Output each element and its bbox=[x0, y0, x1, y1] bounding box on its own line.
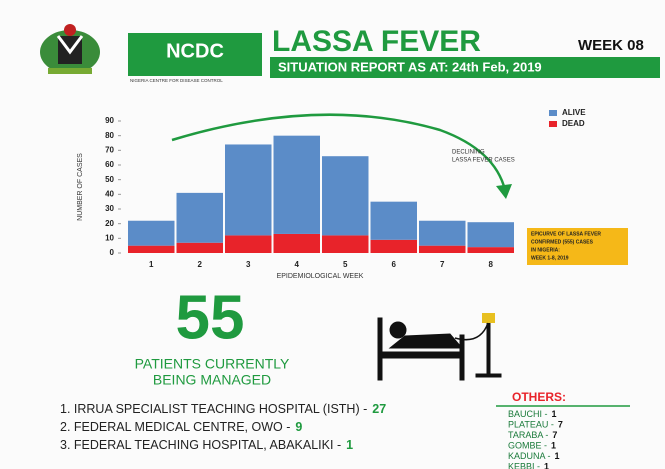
bar-segment bbox=[322, 235, 369, 253]
infographic: NCDC NIGERIA CENTRE FOR DISEASE CONTROL … bbox=[0, 0, 665, 469]
other-count: 1 bbox=[552, 409, 557, 419]
bar-segment bbox=[274, 234, 321, 253]
y-tick-label: 10 bbox=[105, 233, 114, 242]
other-name: TARABA - bbox=[508, 430, 548, 440]
subtitle: SITUATION REPORT AS AT: 24th Feb, 2019 bbox=[278, 59, 542, 74]
hospital-count: 27 bbox=[372, 402, 386, 416]
annotation: CONFIRMED (555) CASES bbox=[531, 239, 594, 245]
annotation: IN NIGERIA: bbox=[531, 247, 560, 253]
hospital-name: 3. FEDERAL TEACHING HOSPITAL, ABAKALIKI … bbox=[60, 438, 341, 452]
x-tick-label: 6 bbox=[392, 260, 397, 269]
hospital-entry: 1. IRRUA SPECIALIST TEACHING HOSPITAL (I… bbox=[60, 402, 386, 416]
x-tick-label: 2 bbox=[198, 260, 203, 269]
bar-segment bbox=[128, 246, 175, 253]
legend-swatch bbox=[549, 110, 557, 116]
x-tick-label: 4 bbox=[295, 260, 300, 269]
patient-label: PATIENTS CURRENTLY bbox=[135, 356, 290, 372]
bar-segment bbox=[468, 222, 515, 247]
other-count: 7 bbox=[552, 430, 557, 440]
other-count: 1 bbox=[551, 441, 556, 451]
annotation: DECLINING bbox=[452, 150, 485, 156]
other-count: 7 bbox=[558, 420, 563, 430]
legend-label: DEAD bbox=[562, 119, 585, 128]
x-tick-label: 1 bbox=[149, 260, 154, 269]
bar-segment bbox=[371, 240, 418, 253]
hospital-name: 2. FEDERAL MEDICAL CENTRE, OWO - bbox=[60, 420, 290, 434]
y-tick-label: 40 bbox=[105, 189, 114, 198]
agency-name: NIGERIA CENTRE FOR DISEASE CONTROL bbox=[130, 78, 223, 83]
legend-swatch bbox=[549, 121, 557, 127]
y-tick-label: 90 bbox=[105, 116, 114, 125]
x-tick-label: 3 bbox=[246, 260, 251, 269]
bar-segment bbox=[225, 235, 272, 253]
title: LASSA FEVER bbox=[272, 25, 481, 58]
other-count: 1 bbox=[555, 451, 560, 461]
patient-label: BEING MANAGED bbox=[153, 372, 271, 388]
other-name: GOMBE - bbox=[508, 441, 547, 451]
bar-segment bbox=[128, 221, 175, 246]
y-tick-label: 70 bbox=[105, 145, 114, 154]
hospital-count: 9 bbox=[295, 420, 302, 434]
hospital-entry: 2. FEDERAL MEDICAL CENTRE, OWO - 9 bbox=[60, 420, 302, 434]
other-name: KADUNA - bbox=[508, 451, 551, 461]
logo-text: NCDC bbox=[166, 40, 224, 62]
hospital-name: 1. IRRUA SPECIALIST TEACHING HOSPITAL (I… bbox=[60, 402, 367, 416]
hospital-entry: 3. FEDERAL TEACHING HOSPITAL, ABAKALIKI … bbox=[60, 438, 353, 452]
other-name: KEBBI - bbox=[508, 462, 540, 469]
annotation: EPICURVE OF LASSA FEVER bbox=[531, 231, 601, 237]
annotation: WEEK 1-8, 2019 bbox=[531, 255, 569, 261]
x-tick-label: 5 bbox=[343, 260, 348, 269]
y-tick-label: 30 bbox=[105, 204, 114, 213]
bar-segment bbox=[274, 136, 321, 234]
bar-segment bbox=[468, 247, 515, 253]
bar-segment bbox=[177, 193, 224, 243]
y-tick-label: 60 bbox=[105, 160, 114, 169]
annotation: LASSA FEVER CASES bbox=[452, 158, 515, 164]
x-tick-label: 7 bbox=[440, 260, 445, 269]
bar-segment bbox=[419, 246, 466, 253]
y-tick-label: 20 bbox=[105, 219, 114, 228]
other-name: PLATEAU - bbox=[508, 420, 554, 430]
week: WEEK 08 bbox=[578, 37, 644, 54]
other-count: 1 bbox=[544, 462, 549, 469]
y-tick-label: 80 bbox=[105, 131, 114, 140]
hospital-count: 1 bbox=[346, 438, 353, 452]
patient-count: 55 bbox=[176, 283, 245, 352]
x-axis-label: EPIDEMIOLOGICAL WEEK bbox=[277, 273, 364, 280]
y-tick-label: 50 bbox=[105, 175, 114, 184]
others-title: OTHERS: bbox=[512, 390, 566, 404]
bar-segment bbox=[322, 156, 369, 235]
bar-segment bbox=[177, 243, 224, 253]
bar-segment bbox=[371, 202, 418, 240]
legend-label: ALIVE bbox=[562, 108, 586, 117]
y-tick-label: 0 bbox=[110, 248, 115, 257]
other-name: BAUCHI - bbox=[508, 409, 548, 419]
bar-segment bbox=[419, 221, 466, 246]
x-tick-label: 8 bbox=[489, 260, 494, 269]
y-axis-label: NUMBER OF CASES bbox=[77, 153, 84, 221]
bar-segment bbox=[225, 144, 272, 235]
